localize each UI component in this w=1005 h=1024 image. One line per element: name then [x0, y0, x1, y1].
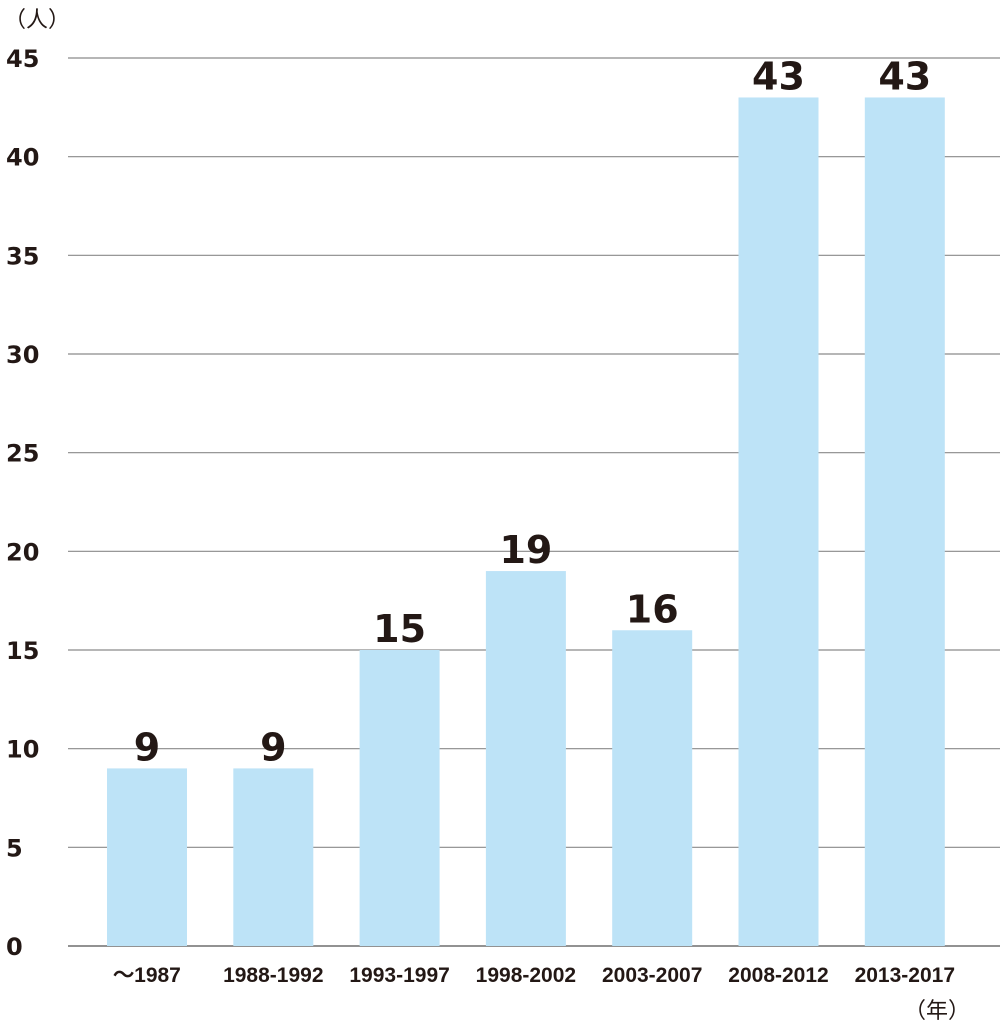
data-labels: 9 9 15 19 16 43 43 — [134, 54, 931, 769]
data-label: 9 — [260, 725, 286, 769]
y-axis-unit-label: （人） — [4, 8, 70, 33]
y-tick-label: 5 — [6, 834, 23, 862]
y-tick-label: 40 — [6, 144, 39, 172]
y-tick-label: 10 — [6, 736, 39, 764]
data-label: 19 — [499, 528, 552, 572]
y-tick-label: 45 — [6, 45, 39, 73]
data-label: 43 — [878, 54, 931, 98]
y-tick-label: 15 — [6, 637, 39, 665]
x-tick-label: 1988-1992 — [223, 964, 323, 987]
x-tick-label: 1993-1997 — [349, 964, 449, 987]
y-tick-label: 0 — [6, 933, 23, 961]
y-axis-ticks: 0 5 10 15 20 25 30 35 40 45 — [6, 45, 39, 961]
x-axis-ticks: ～1987 1988-1992 1993-1997 1998-2002 2003-200… — [113, 964, 955, 987]
x-tick-label: 2008-2012 — [728, 964, 828, 987]
x-tick-label: 1998-2002 — [476, 964, 576, 987]
x-tick-label: 2003-2007 — [602, 964, 702, 987]
data-label: 16 — [626, 587, 679, 631]
x-tick-label: 2013-2017 — [855, 964, 955, 987]
y-tick-label: 35 — [6, 242, 39, 270]
bar — [738, 97, 819, 946]
bar — [864, 97, 945, 946]
x-tick-label: ～1987 — [113, 964, 181, 987]
bar — [233, 768, 314, 946]
data-label: 43 — [752, 54, 805, 98]
bars — [107, 97, 945, 946]
bar — [612, 630, 693, 946]
y-tick-label: 30 — [6, 341, 39, 369]
bar — [107, 768, 187, 946]
y-tick-label: 25 — [6, 440, 39, 468]
gridlines — [68, 57, 1000, 947]
data-label: 15 — [373, 607, 426, 651]
data-label: 9 — [134, 725, 160, 769]
bar — [485, 571, 566, 946]
x-axis-unit-label: （年） — [904, 999, 970, 1024]
bar — [359, 650, 440, 946]
y-tick-label: 20 — [6, 538, 39, 566]
